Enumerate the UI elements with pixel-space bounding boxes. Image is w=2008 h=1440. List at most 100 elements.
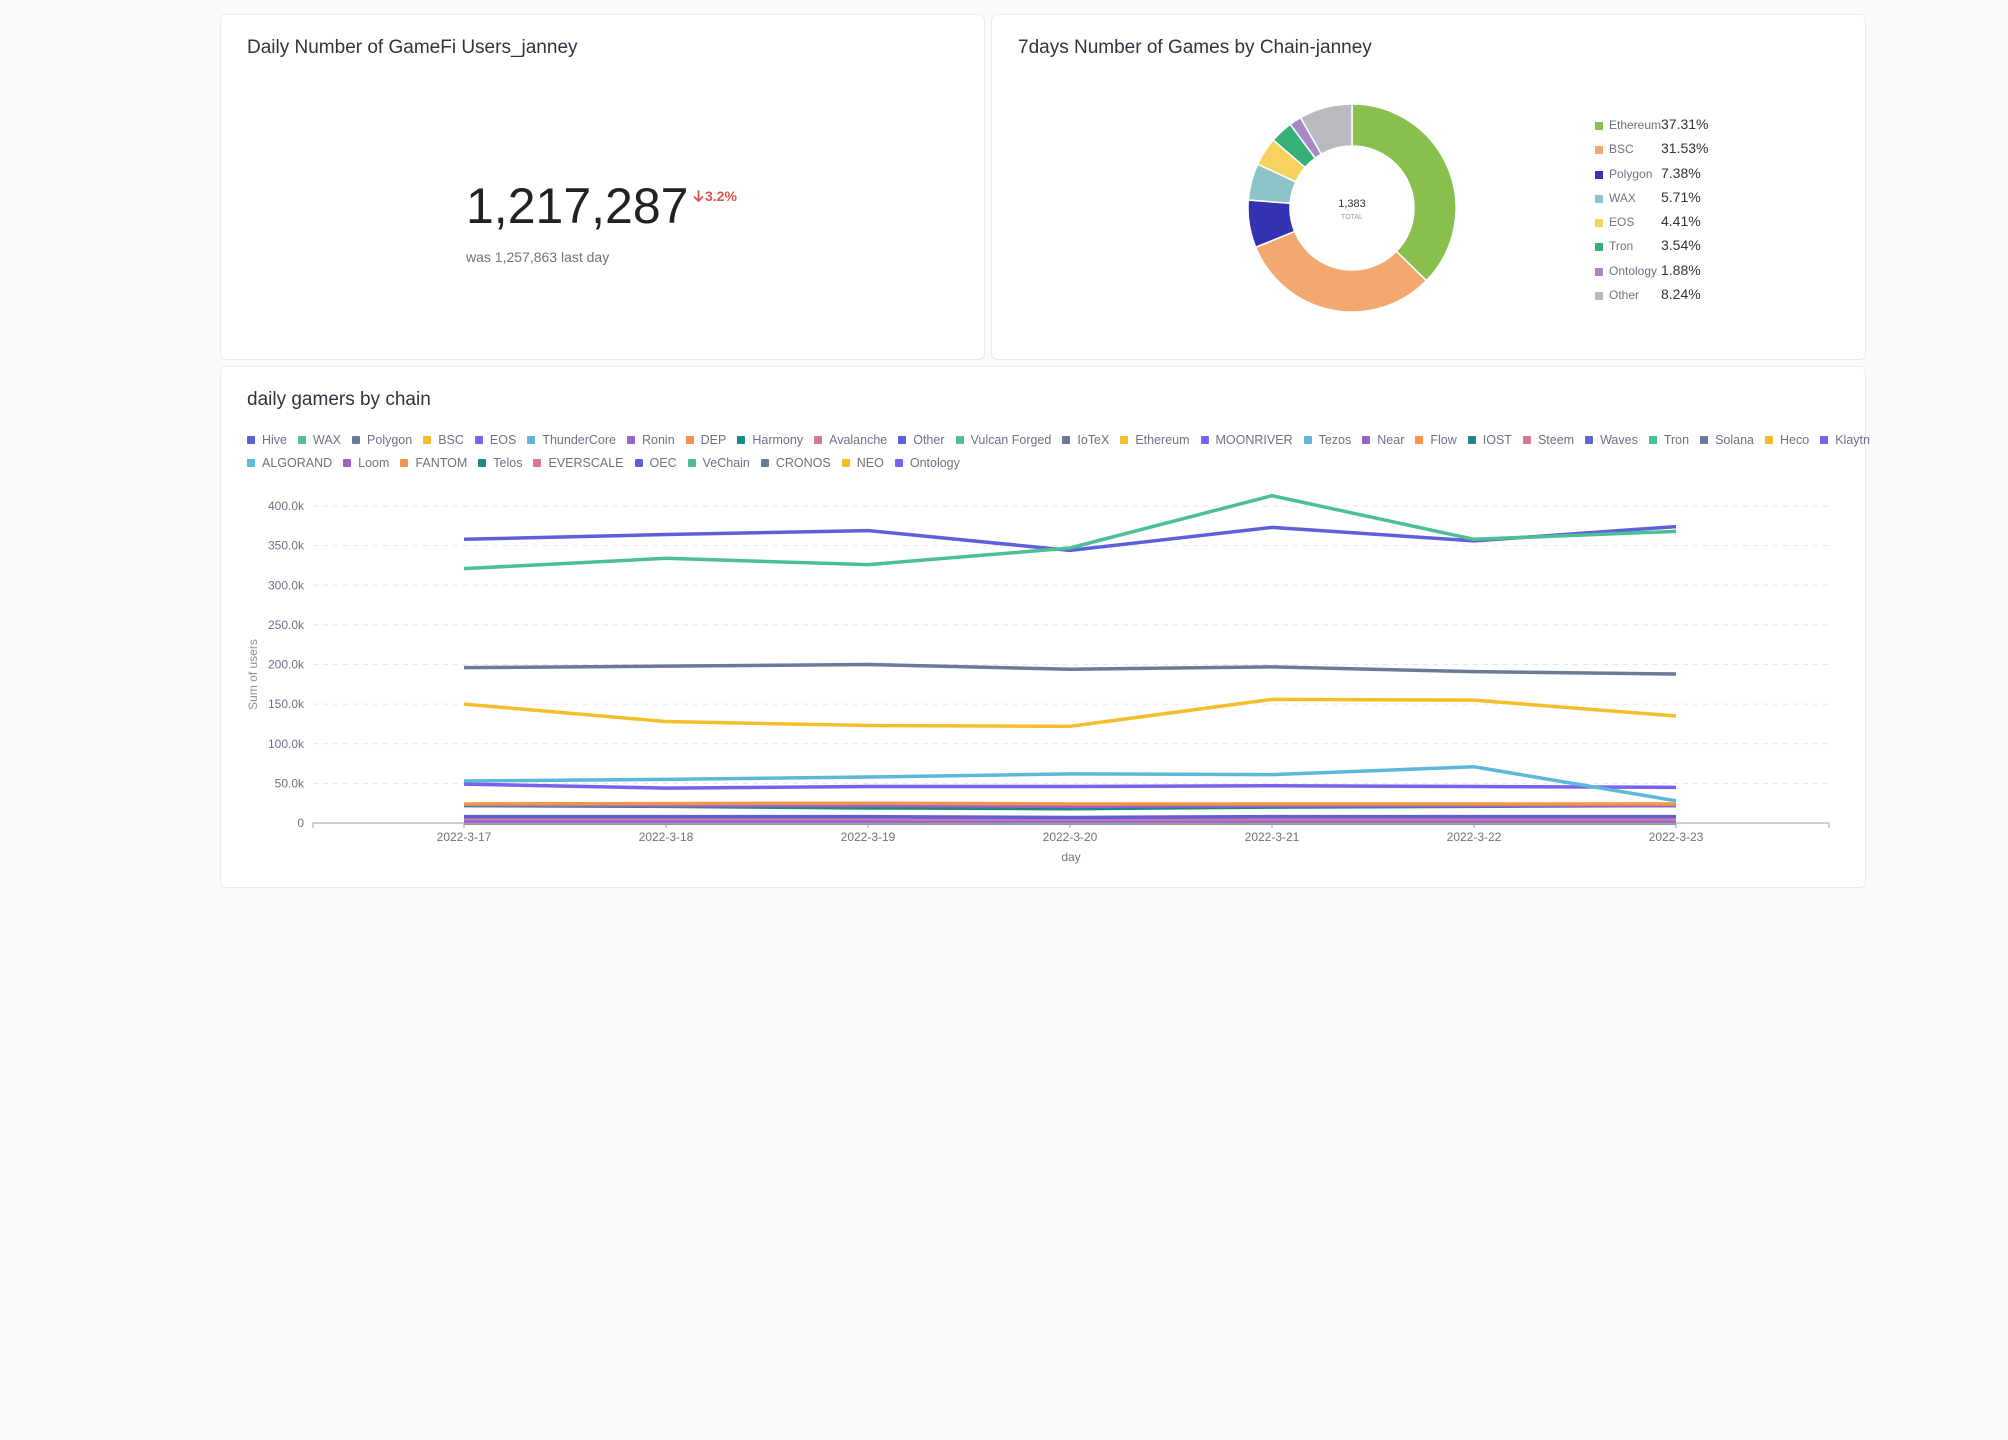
legend-swatch — [298, 436, 307, 444]
line-legend-item[interactable]: Telos — [478, 456, 522, 470]
series-line-dep[interactable] — [463, 801, 1676, 806]
line-legend-item[interactable]: Hive — [247, 433, 287, 447]
legend-swatch — [400, 459, 409, 467]
legend-label: Flow — [1430, 433, 1457, 447]
legend-label: Klaytn — [1835, 433, 1870, 447]
legend-swatch — [814, 436, 823, 444]
line-legend-item[interactable]: Tron — [1648, 433, 1689, 447]
line-legend-item[interactable]: VeChain — [687, 456, 750, 470]
line-legend-row: Hive WAX Polygon BSC EOS ThunderCore Ronin DEP H… — [247, 433, 1881, 447]
line-legend-item[interactable]: Heco — [1765, 433, 1809, 447]
legend-label: Heco — [1780, 433, 1810, 447]
pie-legend-item[interactable]: WAX 5.71% — [1593, 188, 1733, 212]
legend-label: Tezos — [1318, 433, 1352, 447]
series-line-wax[interactable] — [463, 493, 1677, 571]
pie-legend-item[interactable]: Polygon 7.38% — [1593, 164, 1733, 188]
line-legend-item[interactable]: Polygon — [352, 433, 412, 447]
pie-legend-item[interactable]: Other 8.24% — [1593, 285, 1733, 309]
y-tick-label: 400.0k — [268, 499, 305, 513]
pie-legend-item[interactable]: Tron 3.54% — [1593, 236, 1733, 260]
line-legend-item[interactable]: EOS — [474, 433, 516, 447]
legend-swatch — [247, 459, 255, 467]
y-tick-label: 200.0k — [268, 658, 305, 672]
daily-users-title[interactable]: Daily Number of GameFi Users_janney — [247, 37, 578, 58]
donut-chart: 1,383 TOTAL — [1247, 103, 1457, 313]
legend-swatch — [1303, 436, 1312, 444]
line-legend-item[interactable]: NEO — [841, 456, 884, 470]
line-legend-item[interactable]: EVERSCALE — [533, 456, 624, 470]
legend-label: ThunderCore — [542, 433, 616, 447]
legend-swatch — [1415, 436, 1424, 444]
legend-label: Loom — [358, 456, 390, 470]
line-legend-item[interactable]: Near — [1362, 433, 1404, 447]
legend-percent: 1.88% — [1661, 261, 1701, 278]
legend-swatch — [1595, 146, 1603, 155]
line-legend-item[interactable]: Ronin — [626, 433, 675, 447]
legend-swatch — [1595, 292, 1603, 301]
legend-label: FANTOM — [415, 456, 468, 470]
legend-label: IOST — [1482, 433, 1512, 447]
line-legend-item[interactable]: Solana — [1700, 433, 1754, 447]
line-legend-item[interactable]: Waves — [1585, 433, 1638, 447]
line-legend-item[interactable]: Other — [898, 433, 945, 447]
pie-slice-bsc[interactable] — [1254, 230, 1428, 313]
legend-swatch — [1522, 436, 1531, 444]
line-legend-item[interactable]: Klaytn — [1820, 433, 1870, 447]
legend-swatch — [1595, 243, 1603, 252]
line-legend-item[interactable]: Flow — [1415, 433, 1457, 447]
line-legend-item[interactable]: ThunderCore — [527, 433, 616, 447]
x-tick-label: 2022-3-21 — [1245, 830, 1300, 844]
legend-swatch — [685, 436, 694, 444]
games-by-chain-title[interactable]: 7days Number of Games by Chain-janney — [1018, 37, 1372, 58]
legend-percent: 37.31% — [1661, 116, 1709, 132]
pie-slice-ethereum[interactable] — [1351, 103, 1457, 282]
line-legend-item[interactable]: Ontology — [894, 456, 960, 470]
legend-swatch — [1585, 436, 1594, 444]
series-line-thundercore[interactable] — [463, 764, 1677, 803]
legend-swatch — [478, 459, 487, 467]
daily-gamers-title[interactable]: daily gamers by chain — [247, 389, 431, 410]
line-legend-item[interactable]: IoTeX — [1062, 433, 1109, 447]
comparison-text: was 1,257,863 last day — [466, 249, 610, 265]
line-legend-item[interactable]: DEP — [685, 433, 727, 447]
line-legend-item[interactable]: FANTOM — [400, 456, 467, 470]
arrow-down-icon — [693, 190, 704, 202]
legend-percent: 4.41% — [1661, 213, 1701, 230]
series-line-other[interactable] — [464, 814, 1676, 820]
pie-legend-item[interactable]: BSC 31.53% — [1593, 139, 1733, 163]
series-line-polygon[interactable] — [463, 662, 1677, 676]
pie-legend-item[interactable]: Ethereum 37.31% — [1593, 115, 1733, 139]
series-line-eos[interactable] — [463, 782, 1677, 790]
line-legend-item[interactable]: IOST — [1467, 433, 1512, 447]
pie-legend-item[interactable]: Ontology 1.88% — [1593, 261, 1733, 285]
legend-swatch — [1467, 436, 1476, 444]
y-tick-label: 250.0k — [268, 618, 305, 632]
line-legend-item[interactable]: ALGORAND — [247, 456, 332, 470]
line-legend-item[interactable]: Tezos — [1303, 433, 1352, 447]
line-legend-item[interactable]: Avalanche — [814, 433, 887, 447]
y-axis-label: Sum of users — [246, 639, 260, 710]
line-legend-item[interactable]: Vulcan Forged — [955, 433, 1052, 447]
line-legend-item[interactable]: Harmony — [737, 433, 803, 447]
line-legend-item[interactable]: MOONRIVER — [1200, 433, 1293, 447]
y-tick-label: 350.0k — [268, 539, 305, 553]
legend-label: DEP — [700, 433, 727, 447]
pie-slice-other[interactable] — [1299, 103, 1353, 156]
y-tick-label: 0 — [297, 816, 304, 830]
legend-swatch — [1120, 436, 1129, 444]
line-legend-item[interactable]: OEC — [634, 456, 677, 470]
series-line-bsc[interactable] — [463, 697, 1677, 729]
legend-label: OEC — [649, 456, 677, 470]
pie-legend-item[interactable]: EOS 4.41% — [1593, 212, 1733, 236]
line-legend-item[interactable]: BSC — [423, 433, 464, 447]
line-legend-item[interactable]: WAX — [298, 433, 341, 447]
line-legend-item[interactable]: CRONOS — [760, 456, 831, 470]
line-legend-item[interactable]: Steem — [1522, 433, 1574, 447]
legend-swatch — [352, 436, 361, 444]
line-chart: 0 50.0k 100.0k 150.0k 200.0k 250.0k 300.0k 350.… — [246, 493, 1830, 864]
games-by-chain-card: 7days Number of Games by Chain-janney 1,… — [991, 14, 1866, 360]
legend-percent: 8.24% — [1661, 286, 1701, 303]
line-legend-item[interactable]: Loom — [343, 456, 389, 470]
line-legend-item[interactable]: Ethereum — [1120, 433, 1190, 447]
legend-label: Vulcan Forged — [970, 433, 1052, 447]
